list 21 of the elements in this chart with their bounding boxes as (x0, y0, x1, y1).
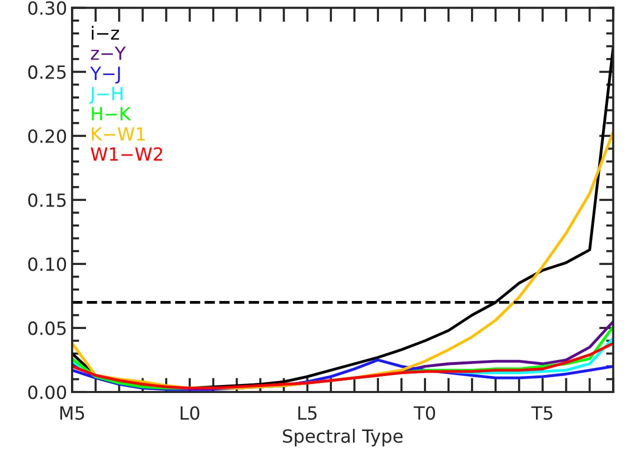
y-tick-label: 0.30 (28, 1, 66, 15)
y-tick-label: 0.25 (28, 65, 66, 79)
y-tick-label: 0.20 (28, 129, 66, 143)
x-tick-label: T0 (414, 406, 436, 420)
x-axis-title: Spectral Type (282, 428, 403, 446)
text: H−K (92, 107, 132, 120)
y-tick-label: 0.05 (28, 321, 66, 336)
text: i−z (92, 26, 120, 40)
x-tick-label: L5 (298, 406, 317, 420)
text: J−H (89, 86, 122, 104)
x-tick-label: L0 (180, 406, 200, 420)
text: Y−J (90, 66, 120, 84)
text: K−W1 (92, 127, 145, 140)
line-series (72, 342, 614, 390)
y-tick-label: 0.10 (28, 257, 66, 272)
x-tick-label: T5 (531, 406, 552, 420)
text: W1−W2 (90, 147, 162, 161)
y-tick-label: 0.15 (28, 193, 66, 208)
text: z−Y (90, 46, 126, 60)
y-tick-label: 0.00 (28, 385, 66, 400)
x-tick-label: M5 (60, 406, 84, 420)
